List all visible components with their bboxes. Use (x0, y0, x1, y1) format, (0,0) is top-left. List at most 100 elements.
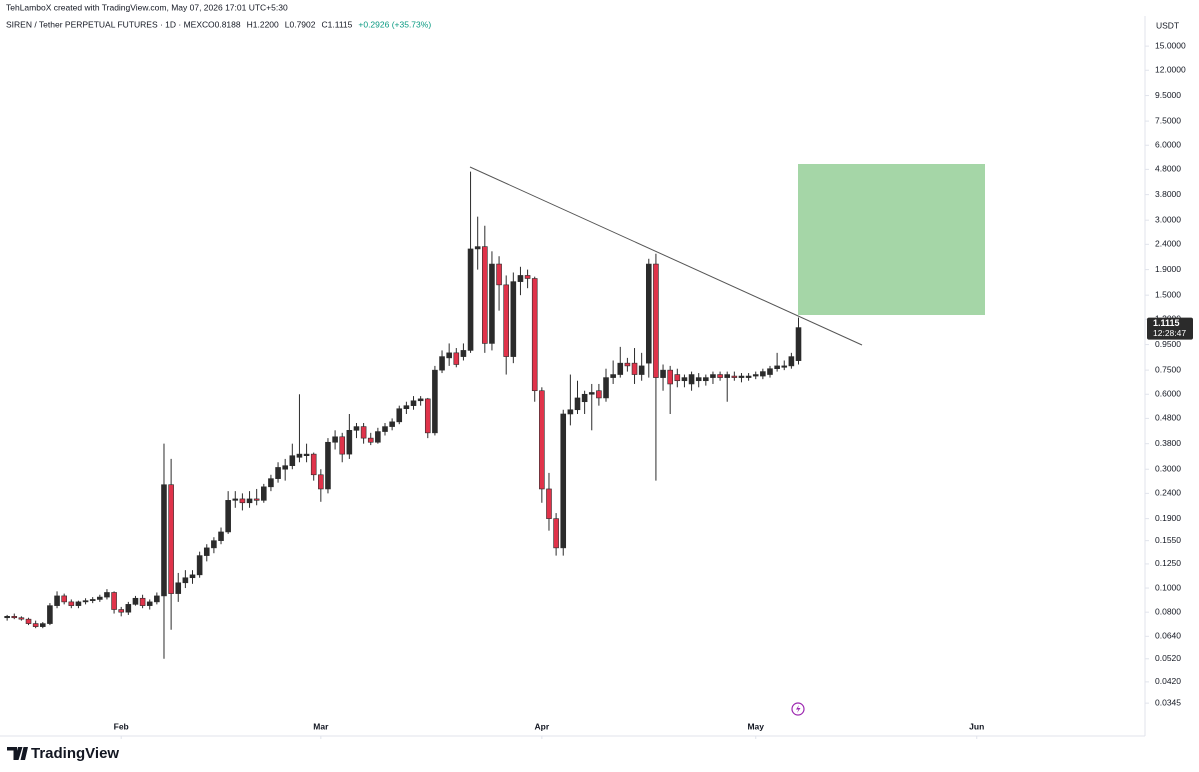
candle-body (303, 453, 310, 456)
last-price-box (1147, 317, 1193, 340)
ohlc-stat: L0.7902 (285, 19, 316, 29)
candle-body (460, 350, 467, 357)
x-tick-label: May (747, 721, 764, 731)
candle-body (688, 374, 695, 385)
trend-line (469, 166, 863, 346)
candle-body (752, 374, 759, 377)
candle-body (788, 356, 795, 367)
candle-body (660, 369, 666, 378)
candle-body (125, 604, 132, 613)
candle-body (225, 500, 231, 533)
currency: USDT (1156, 20, 1179, 30)
y-tick-label: 1.9000 (1155, 264, 1181, 274)
candle-body (667, 369, 673, 385)
y-tick-label: 0.1900 (1155, 513, 1181, 523)
candle-body (731, 375, 738, 378)
candle-body (681, 377, 688, 382)
candle-body (524, 275, 531, 279)
candle-body (674, 374, 681, 382)
candle-body (439, 356, 445, 371)
candle-body (489, 263, 495, 344)
y-tick-label: 7.5000 (1155, 115, 1181, 125)
candle-body (617, 362, 624, 375)
y-tick-label: 0.4800 (1155, 413, 1181, 423)
candle-body (781, 365, 788, 368)
candle-body (567, 409, 574, 415)
candle-body (767, 368, 773, 375)
candle-body (310, 453, 317, 476)
target-zone (798, 164, 985, 315)
candle-body (389, 421, 395, 427)
candle-body (396, 408, 403, 423)
candle-body (111, 592, 117, 610)
candle-body (182, 577, 189, 584)
candle-body (75, 601, 82, 606)
y-tick-label: 0.0420 (1155, 676, 1181, 686)
y-tick-label: 3.8000 (1155, 189, 1181, 199)
candle-body (253, 498, 260, 501)
x-tick-label: Feb (114, 721, 129, 731)
candle-body (432, 369, 438, 434)
candle-body (517, 275, 524, 282)
y-tick-label: 0.9500 (1155, 339, 1181, 349)
candle-body (624, 362, 631, 367)
candle-body (68, 601, 75, 606)
candle-body (89, 599, 96, 601)
candle-body (610, 374, 616, 378)
candle-body (282, 465, 288, 470)
candle-body (203, 547, 210, 556)
candle-body (710, 374, 716, 378)
candle-body (631, 362, 638, 375)
y-tick-label: 1.5000 (1155, 289, 1181, 299)
candle-body (325, 441, 331, 490)
candle-body (424, 398, 431, 434)
x-tick-label: Mar (313, 721, 329, 731)
y-tick-label: 3.0000 (1155, 214, 1181, 224)
countdown: 12:28:47 (1153, 328, 1186, 338)
y-tick-label: 0.0800 (1155, 606, 1181, 616)
candle-body (503, 284, 509, 357)
candle-body (375, 431, 381, 443)
candle-body (261, 486, 267, 501)
candle-body (239, 498, 246, 504)
candle-body (18, 617, 25, 620)
ohlc-stat: +0.2926 (+35.73%) (358, 19, 431, 29)
candle-body (539, 390, 545, 490)
last-price: 1.1115 (1153, 318, 1180, 328)
candle-body (645, 263, 652, 364)
candle-body (482, 246, 488, 344)
candle-body (189, 574, 196, 579)
candle-body (161, 484, 167, 597)
symbol-legend: SIREN / Tether PERPETUAL FUTURES · 1D · … (6, 19, 431, 29)
y-tick-label: 15.0000 (1155, 40, 1186, 50)
y-tick-label: 0.3000 (1155, 463, 1181, 473)
y-tick-label: 0.0520 (1155, 653, 1181, 663)
y-tick-label: 4.8000 (1155, 164, 1181, 174)
candle-body (745, 375, 752, 378)
x-tick-label: Apr (535, 721, 550, 731)
candle-body (11, 616, 18, 619)
candle-body (32, 623, 39, 627)
candle-body (603, 377, 609, 399)
candle-body (553, 518, 559, 549)
y-tick-label: 0.1250 (1155, 558, 1181, 568)
candle-body (774, 365, 780, 370)
candle-body (653, 263, 659, 378)
candle-body (638, 365, 645, 375)
candle-body (232, 498, 239, 501)
candle-body (104, 592, 110, 598)
candle-body (581, 393, 588, 403)
candle-body (510, 281, 517, 357)
y-tick-label: 0.7500 (1155, 364, 1181, 374)
candle-body (474, 246, 481, 250)
y-tick-label: 2.4000 (1155, 239, 1181, 249)
candle-body (146, 601, 153, 606)
y-tick-label: 0.0640 (1155, 631, 1181, 641)
candle-body (574, 397, 581, 411)
candle-body (738, 375, 745, 378)
candle-body (168, 484, 174, 594)
y-tick-label: 12.0000 (1155, 65, 1186, 75)
candle-body (175, 582, 182, 594)
candle-body (268, 478, 274, 488)
